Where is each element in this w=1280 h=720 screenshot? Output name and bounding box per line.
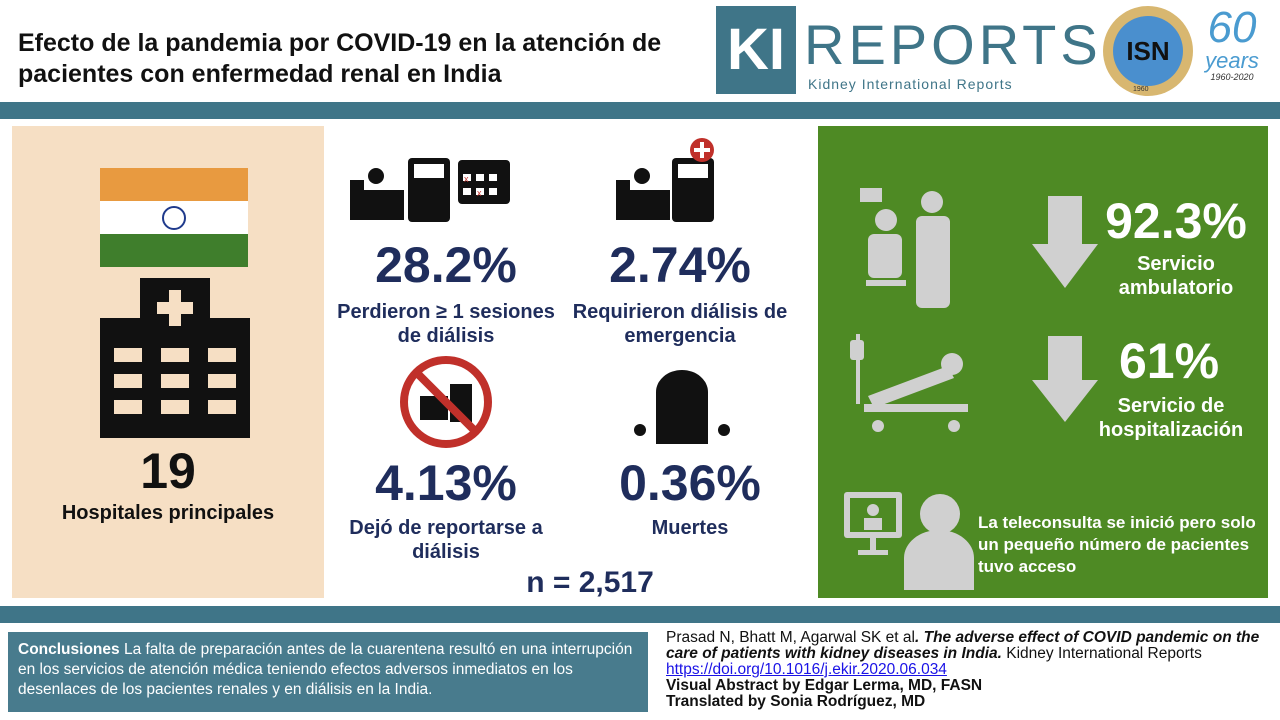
india-flag-icon: [100, 168, 248, 267]
ref-title: . The adverse effect of COVID pandemic o…: [666, 629, 1260, 662]
ki-reports-logo: KI REPORTS Kidney International Reports: [716, 6, 1098, 94]
stat-deaths-value: 0.36%: [619, 455, 761, 511]
hospital-icon: [100, 278, 250, 438]
ki-mark: KI: [716, 6, 796, 94]
page-title: Efecto de la pandemia por COVID-19 en la…: [18, 29, 662, 88]
outpatient-value: 92.3%: [1105, 193, 1247, 249]
anniv-word: years: [1205, 48, 1259, 73]
outpatient-label: Servicio ambulatorio: [1118, 253, 1234, 299]
anniv-range: 1960-2020: [1210, 72, 1254, 82]
stat-emergency-value: 2.74%: [609, 237, 751, 293]
missed-dialysis-icon: xx: [350, 158, 510, 222]
top-divider-band: [0, 102, 1280, 119]
ki-subtitle: Kidney International Reports: [808, 76, 1013, 92]
ref-credit: Visual Abstract by Edgar Lerma, MD, FASN: [666, 677, 983, 694]
svg-text:x: x: [464, 174, 469, 184]
hospital-label: Hospitales principales: [61, 502, 275, 524]
stat-missed-value: 28.2%: [375, 237, 517, 293]
stat-emergency-label: Requirieron diálisis de emergencia: [572, 301, 788, 347]
reference-block: Prasad N, Bhatt M, Agarwal SK et al. The…: [666, 630, 1278, 710]
ref-translation: Translated by Sonia Rodríguez, MD: [666, 693, 926, 710]
inpatient-value: 61%: [1118, 333, 1220, 389]
hospitals-panel: 19 Hospitales principales: [12, 126, 324, 598]
conclusion-text: La falta de preparación antes de la cuar…: [18, 641, 633, 698]
services-panel: 92.3% Servicio ambulatorio 61% Servicio …: [818, 126, 1268, 598]
conclusion-box: Conclusiones La falta de preparación ant…: [8, 632, 648, 712]
stat-noshow-label: Dejó de reportarse a diálisis: [349, 517, 543, 563]
down-arrow-icon: [1032, 336, 1098, 422]
teleconsult-icon: [844, 492, 974, 590]
down-arrow-icon: [1032, 196, 1098, 288]
ref-authors: Prasad N, Bhatt M, Agarwal SK et al: [666, 629, 915, 646]
reports-wordmark: REPORTS: [804, 13, 1102, 76]
hospital-count: 19: [140, 443, 196, 499]
doi-link[interactable]: https://doi.org/10.1016/j.ekir.2020.06.0…: [666, 661, 947, 678]
svg-text:x: x: [477, 188, 482, 198]
anniv-number: 60: [1207, 3, 1257, 52]
sample-size: n = 2,517: [526, 566, 654, 599]
stat-deaths-label: Muertes: [651, 517, 729, 539]
ref-journal: Kidney International Reports: [1001, 645, 1202, 662]
stat-noshow-value: 4.13%: [375, 455, 517, 511]
isn-text: ISN: [1113, 16, 1183, 86]
inpatient-label: Servicio de hospitalización: [1098, 395, 1244, 441]
anniversary-logo: 60 years 1960-2020: [1200, 3, 1264, 83]
stat-missed-label: Perdieron ≥ 1 sesiones de diálisis: [337, 301, 555, 347]
isn-year: 1960: [1133, 86, 1149, 93]
teleconsult-text: La teleconsulta se inició pero solo un p…: [978, 513, 1256, 576]
bottom-divider-band: [0, 606, 1280, 623]
tombstone-icon: [634, 370, 730, 444]
inpatient-bed-icon: [850, 334, 968, 432]
conclusion-heading: Conclusiones: [18, 641, 120, 658]
emergency-dialysis-icon: [616, 138, 714, 222]
outpatient-consult-icon: [860, 188, 950, 308]
no-dialysis-icon: [400, 356, 492, 448]
isn-logo: ISN 1960: [1103, 6, 1193, 96]
